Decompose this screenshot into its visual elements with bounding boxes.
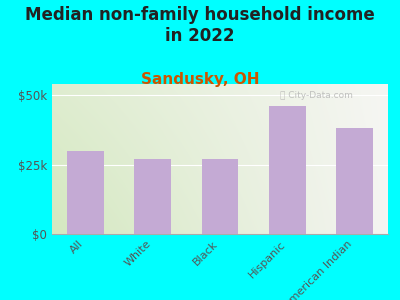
Bar	[202, 159, 238, 234]
Bar	[134, 159, 171, 234]
Bar	[336, 128, 373, 234]
Bar	[269, 106, 306, 234]
Text: Median non-family household income
in 2022: Median non-family household income in 20…	[25, 6, 375, 45]
Text: Sandusky, OH: Sandusky, OH	[141, 72, 259, 87]
Text: ⓘ City-Data.com: ⓘ City-Data.com	[280, 92, 353, 100]
Bar	[67, 151, 104, 234]
